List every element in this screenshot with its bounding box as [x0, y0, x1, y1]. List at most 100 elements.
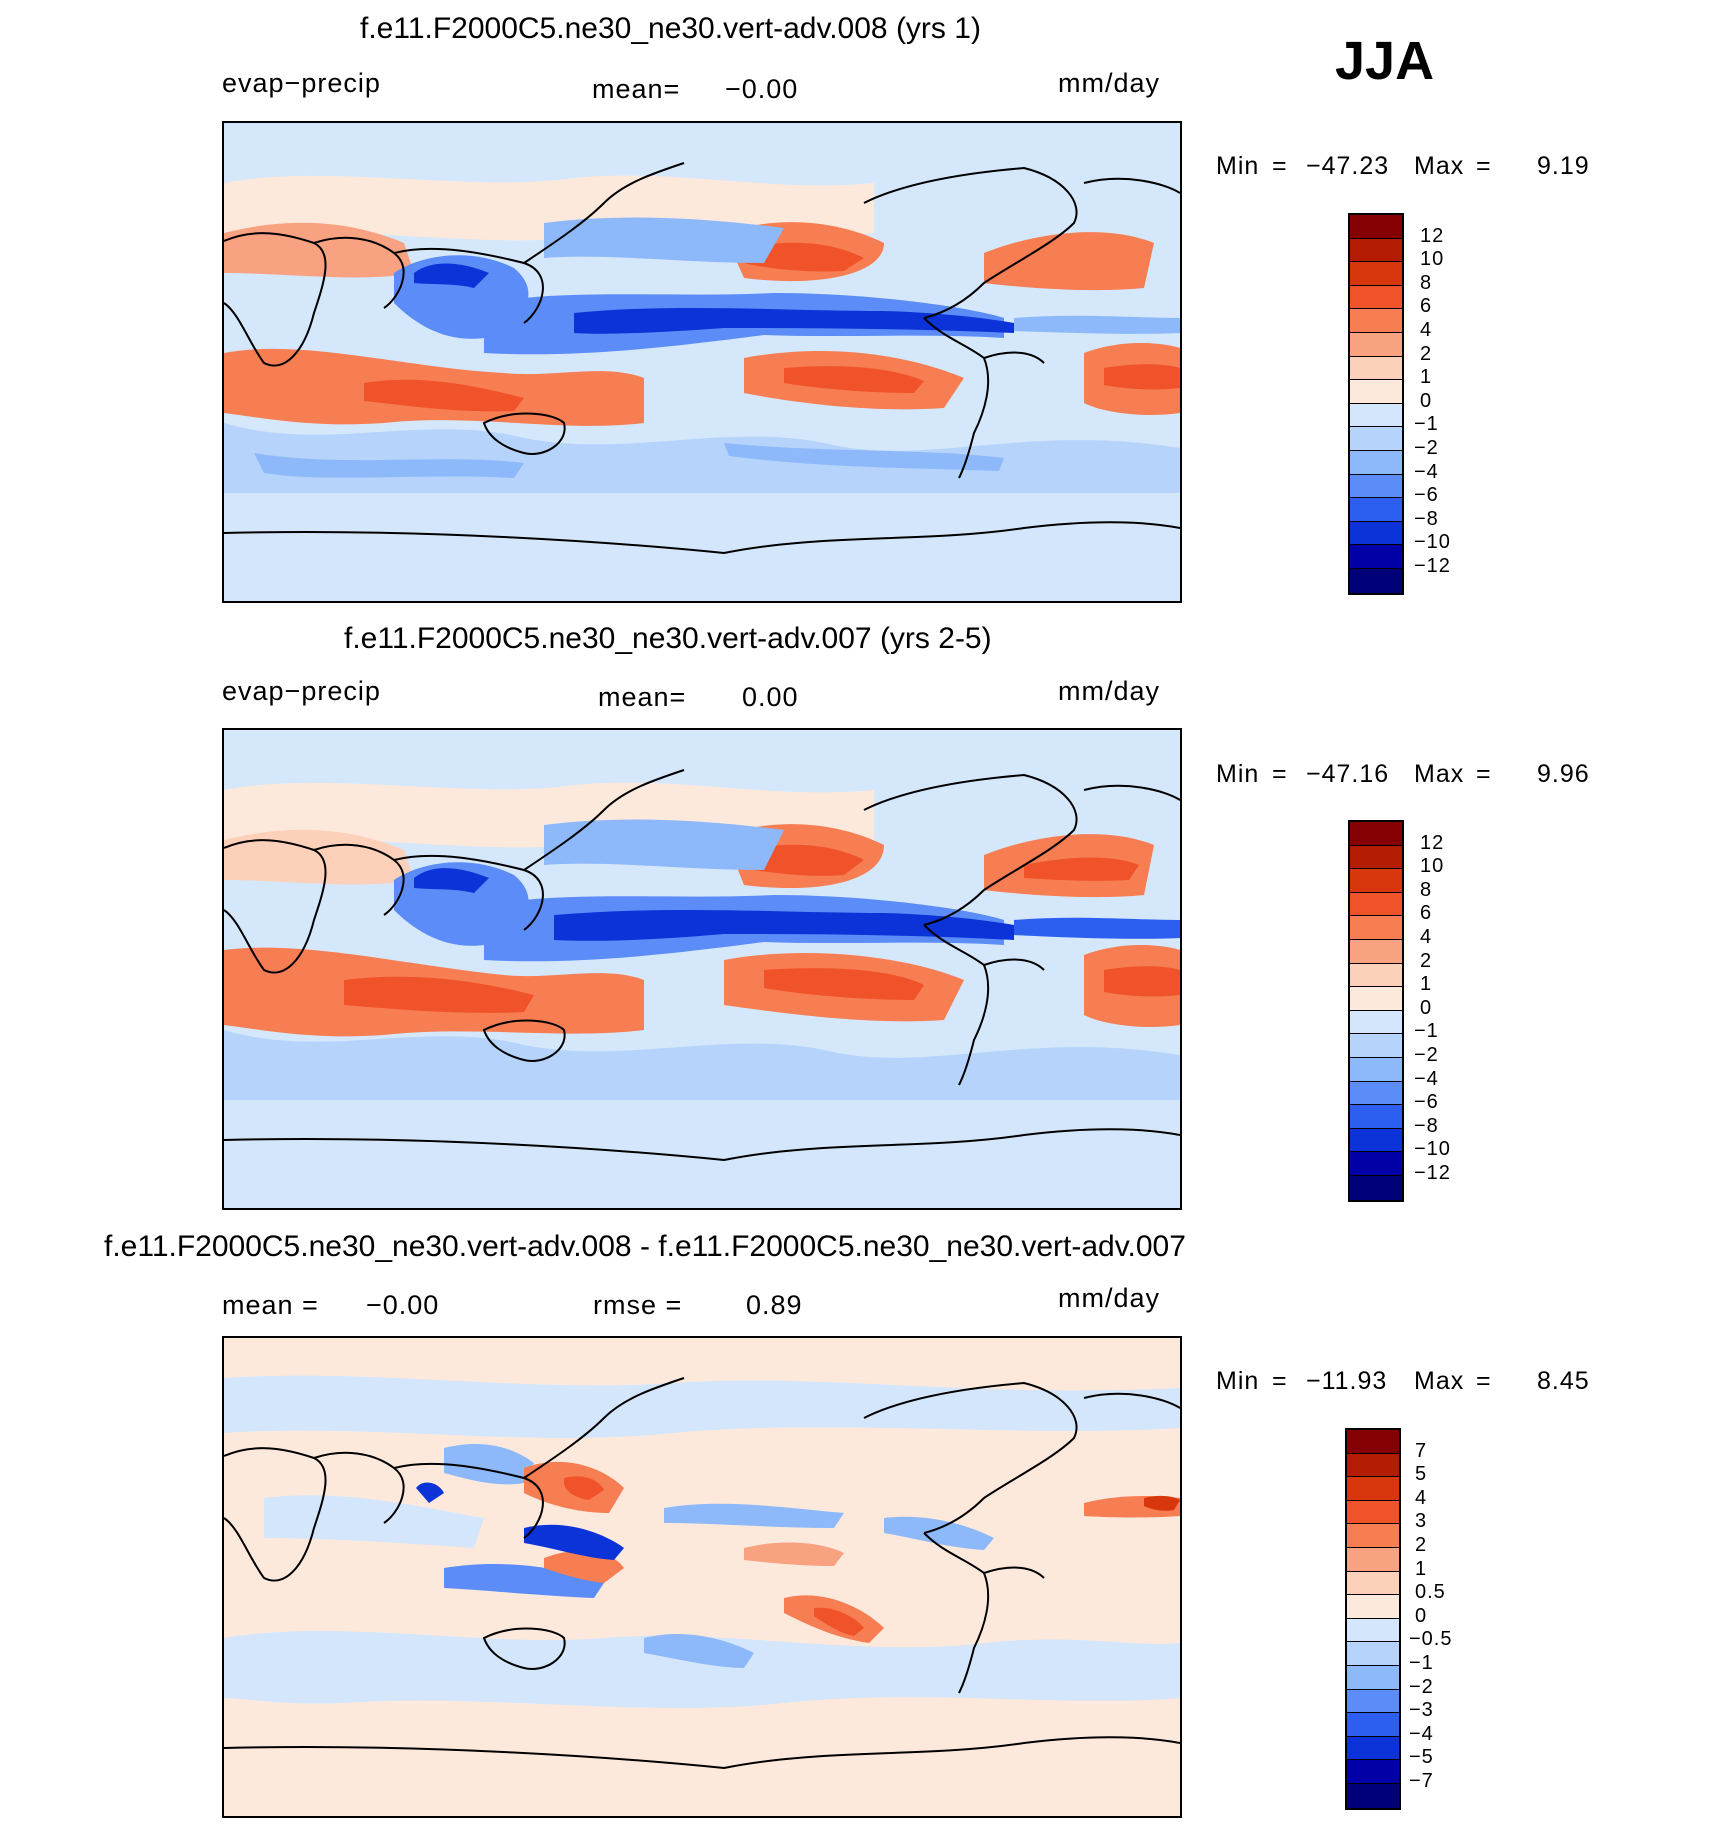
colorbar-segment [1350, 892, 1402, 917]
panel3-colorbar [1345, 1428, 1401, 1810]
colorbar-segment [1347, 1713, 1399, 1737]
colorbar-tick-label: 2 [1420, 342, 1433, 365]
colorbar-segment [1347, 1500, 1399, 1525]
colorbar-tick-label: 12 [1420, 224, 1445, 247]
colorbar-segment [1350, 869, 1402, 893]
colorbar-segment [1350, 963, 1402, 988]
panel2-mean-value: 0.00 [742, 682, 799, 712]
colorbar-tick-label: 1 [1415, 1557, 1428, 1580]
colorbar-tick-label: −3 [1409, 1699, 1434, 1722]
colorbar-segment [1350, 356, 1402, 381]
colorbar-segment [1350, 309, 1402, 333]
panel3-max-label: Max [1414, 1367, 1465, 1395]
colorbar-segment [1347, 1760, 1399, 1784]
colorbar-segment [1347, 1689, 1399, 1714]
panel2-colorbar [1348, 820, 1404, 1202]
panel1-mean-value: −0.00 [725, 74, 799, 104]
colorbar-segment [1350, 845, 1402, 870]
colorbar-segment [1350, 916, 1402, 940]
colorbar-tick-label: −1 [1414, 1020, 1439, 1043]
colorbar-segment [1347, 1783, 1399, 1808]
panel3-rmse-value: 0.89 [746, 1290, 803, 1320]
colorbar-segment [1347, 1453, 1399, 1478]
panel2-max-label: Max [1414, 760, 1465, 788]
colorbar-tick-label: 4 [1415, 1486, 1428, 1509]
colorbar-segment [1350, 332, 1402, 357]
colorbar-segment [1350, 262, 1402, 286]
colorbar-tick-label: −5 [1409, 1746, 1434, 1769]
colorbar-segment [1350, 403, 1402, 428]
colorbar-tick-label: −2 [1414, 437, 1439, 459]
colorbar-segment [1350, 1010, 1402, 1035]
panel3-min-eq: = [1272, 1367, 1288, 1395]
colorbar-tick-label: 12 [1420, 831, 1445, 854]
colorbar-segment [1350, 1034, 1402, 1058]
season-label: JJA [1335, 31, 1435, 91]
colorbar-tick-label: 4 [1420, 926, 1433, 948]
colorbar-segment [1347, 1736, 1399, 1761]
colorbar-tick-label: 1 [1420, 973, 1433, 996]
colorbar-segment [1350, 1057, 1402, 1082]
panel1-min-value: −47.23 [1306, 152, 1390, 180]
colorbar-tick-label: −7 [1409, 1770, 1434, 1792]
colorbar-tick-label: 0 [1415, 1604, 1428, 1627]
colorbar-tick-label: 2 [1420, 949, 1433, 972]
colorbar-tick-label: −8 [1414, 507, 1439, 530]
panel1-max-label: Max [1414, 152, 1465, 180]
colorbar-segment [1350, 521, 1402, 546]
colorbar-segment [1350, 285, 1402, 310]
panel1-title: f.e11.F2000C5.ne30_ne30.vert-adv.008 (yr… [360, 12, 981, 45]
panel2-max-value: 9.96 [1537, 760, 1590, 788]
panel1-units-label: mm/day [1058, 68, 1161, 98]
colorbar-tick-label: 0 [1420, 996, 1433, 1019]
colorbar-tick-label: 5 [1415, 1463, 1428, 1486]
colorbar-tick-label: −2 [1414, 1044, 1439, 1066]
colorbar-segment [1350, 1128, 1402, 1153]
panel3-map [222, 1336, 1182, 1818]
panel3-mean-value: −0.00 [366, 1290, 440, 1320]
panel1-mean-label: mean= [592, 74, 681, 104]
colorbar-tick-label: −1 [1409, 1652, 1434, 1674]
panel3-rmse-label: rmse = [593, 1290, 683, 1320]
colorbar-tick-label: 0.5 [1415, 1581, 1446, 1604]
panel3-max-value: 8.45 [1537, 1367, 1590, 1395]
colorbar-tick-label: 6 [1420, 295, 1433, 318]
colorbar-segment [1347, 1595, 1399, 1619]
colorbar-segment [1350, 545, 1402, 569]
panel1-min-label: Min [1216, 152, 1260, 180]
colorbar-tick-label: −4 [1414, 1067, 1439, 1090]
colorbar-tick-label: 10 [1420, 248, 1445, 271]
colorbar-segment [1350, 987, 1402, 1011]
panel1-max-eq: = [1476, 152, 1492, 180]
colorbar-segment [1350, 380, 1402, 404]
colorbar-tick-label: 4 [1420, 319, 1433, 341]
colorbar-tick-label: 7 [1415, 1439, 1428, 1462]
colorbar-segment [1347, 1477, 1399, 1501]
colorbar-segment [1347, 1665, 1399, 1690]
colorbar-tick-label: −4 [1414, 460, 1439, 483]
colorbar-segment [1350, 1081, 1402, 1106]
colorbar-segment [1350, 450, 1402, 475]
colorbar-segment [1350, 238, 1402, 263]
colorbar-tick-label: 1 [1420, 366, 1433, 389]
colorbar-tick-label: 6 [1420, 902, 1433, 925]
colorbar-tick-label: −12 [1414, 1162, 1451, 1184]
colorbar-tick-label: −6 [1414, 1091, 1439, 1114]
colorbar-tick-label: 2 [1415, 1534, 1428, 1556]
colorbar-tick-label: 10 [1420, 855, 1445, 878]
panel1-map [222, 121, 1182, 603]
colorbar-segment [1347, 1524, 1399, 1548]
colorbar-segment [1350, 1152, 1402, 1176]
panel1-variable-label: evap−precip [222, 68, 381, 98]
panel2-map [222, 728, 1182, 1210]
colorbar-tick-label: 8 [1420, 271, 1433, 294]
colorbar-tick-label: −10 [1414, 1138, 1451, 1161]
panel3-units-label: mm/day [1058, 1283, 1161, 1313]
colorbar-segment [1350, 822, 1402, 846]
panel2-max-eq: = [1476, 760, 1492, 788]
colorbar-segment [1347, 1430, 1399, 1454]
panel2-mean-label: mean= [598, 682, 687, 712]
panel3-min-label: Min [1216, 1367, 1260, 1395]
colorbar-segment [1350, 1105, 1402, 1129]
colorbar-tick-label: 3 [1415, 1510, 1428, 1533]
